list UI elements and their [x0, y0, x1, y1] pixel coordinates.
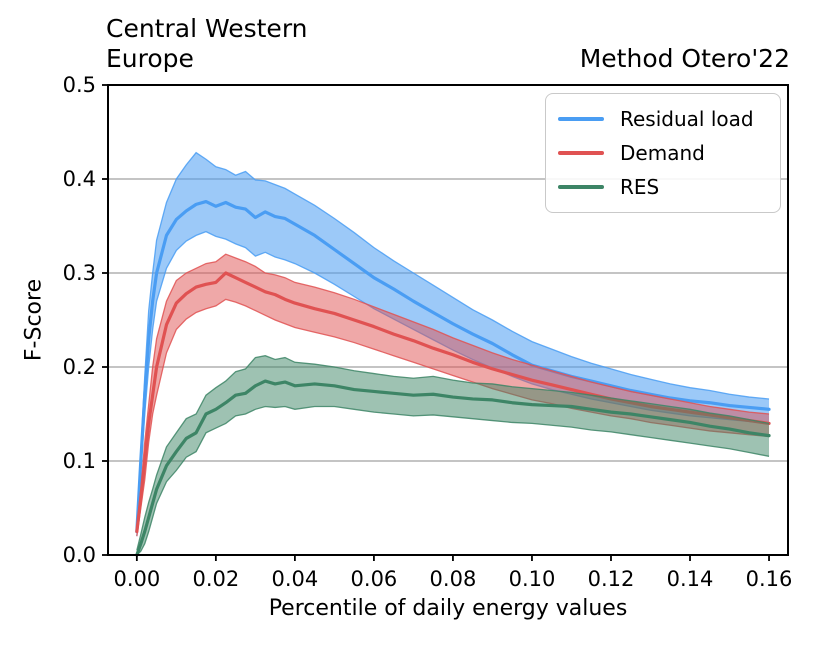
- series-line-residual-load: [135, 199, 771, 534]
- x-tick-label: 0.08: [430, 567, 477, 591]
- y-tick-label: 0.0: [63, 543, 96, 567]
- series-band-upper-edge-demand: [136, 253, 770, 527]
- series-band-upper-edge-res: [136, 355, 770, 551]
- y-tick-label: 0.3: [63, 261, 96, 285]
- series-band-res: [136, 355, 770, 555]
- x-tick-label: 0.04: [272, 567, 319, 591]
- legend-swatch-residual-load: [558, 117, 604, 121]
- legend-swatch-demand: [558, 151, 604, 155]
- series-band-demand: [136, 254, 770, 537]
- legend-swatch-res: [558, 185, 604, 189]
- legend-label-res: RES: [620, 175, 660, 199]
- legend-label-demand: Demand: [620, 141, 705, 165]
- y-tick-label: 0.1: [63, 449, 96, 473]
- series-band-upper-edge-residual-load: [136, 151, 770, 527]
- x-tick-label: 0.00: [113, 567, 160, 591]
- chart-title-left: Central Western Europe: [106, 14, 308, 74]
- plot-border: [107, 84, 789, 556]
- chart-title-left-line2: Europe: [106, 44, 194, 73]
- x-tick-label: 0.06: [351, 567, 398, 591]
- y-axis-label: F-Score: [21, 278, 47, 362]
- legend-entry-residual-load: Residual load: [558, 102, 768, 136]
- series-line-res: [135, 379, 771, 557]
- x-tick-label: 0.16: [746, 567, 793, 591]
- x-tick-label: 0.12: [588, 567, 635, 591]
- series-band-lower-edge-res: [136, 405, 770, 556]
- x-tick-label: 0.02: [192, 567, 239, 591]
- x-axis-label: Percentile of daily energy values: [268, 596, 628, 621]
- y-tick-label: 0.5: [63, 73, 96, 97]
- legend-entry-demand: Demand: [558, 136, 768, 170]
- y-tick-label: 0.2: [63, 355, 96, 379]
- chart-title-left-line1: Central Western: [106, 14, 308, 43]
- x-tick-label: 0.10: [509, 567, 556, 591]
- legend-label-residual-load: Residual load: [620, 107, 754, 131]
- legend-entry-res: RES: [558, 170, 768, 204]
- chart-title-right: Method Otero'22: [579, 44, 790, 73]
- x-tick-label: 0.14: [667, 567, 714, 591]
- legend: Residual load Demand RES: [545, 93, 781, 213]
- y-tick-label: 0.4: [63, 167, 96, 191]
